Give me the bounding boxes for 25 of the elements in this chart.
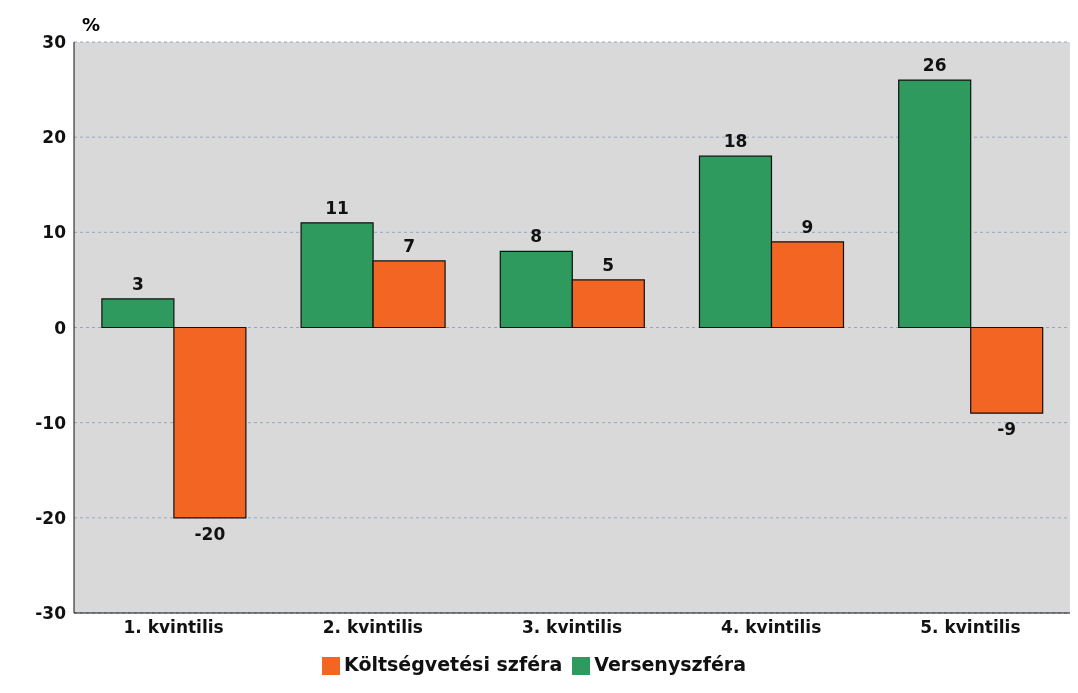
y-tick-label: 0	[54, 317, 67, 338]
y-axis-title: %	[82, 14, 101, 35]
data-label: -9	[997, 419, 1017, 440]
y-tick-label: -10	[35, 412, 67, 433]
data-label: 11	[325, 197, 349, 218]
data-label: 8	[530, 226, 543, 247]
data-label: 5	[602, 254, 615, 275]
x-tick-label: 4. kvintilis	[721, 617, 822, 638]
y-tick-label: -20	[35, 507, 67, 528]
data-label: -20	[194, 523, 226, 544]
y-tick-label: 10	[42, 222, 67, 243]
data-label: 26	[922, 55, 947, 76]
y-tick-label: 30	[42, 32, 67, 53]
data-label: 9	[801, 216, 814, 237]
y-tick-label: -30	[35, 603, 67, 624]
x-tick-label: 5. kvintilis	[920, 617, 1021, 638]
data-label: 7	[403, 235, 416, 256]
legend-label: Versenyszféra	[594, 653, 746, 675]
data-label: 18	[723, 131, 748, 152]
x-tick-label: 3. kvintilis	[521, 617, 623, 638]
legend-label: Költségvetési szféra	[344, 653, 563, 675]
x-tick-label: 2. kvintilis	[322, 617, 423, 638]
y-tick-label: 20	[42, 127, 67, 148]
x-tick-label: 1. kvintilis	[123, 617, 224, 638]
data-label: 3	[131, 273, 144, 294]
